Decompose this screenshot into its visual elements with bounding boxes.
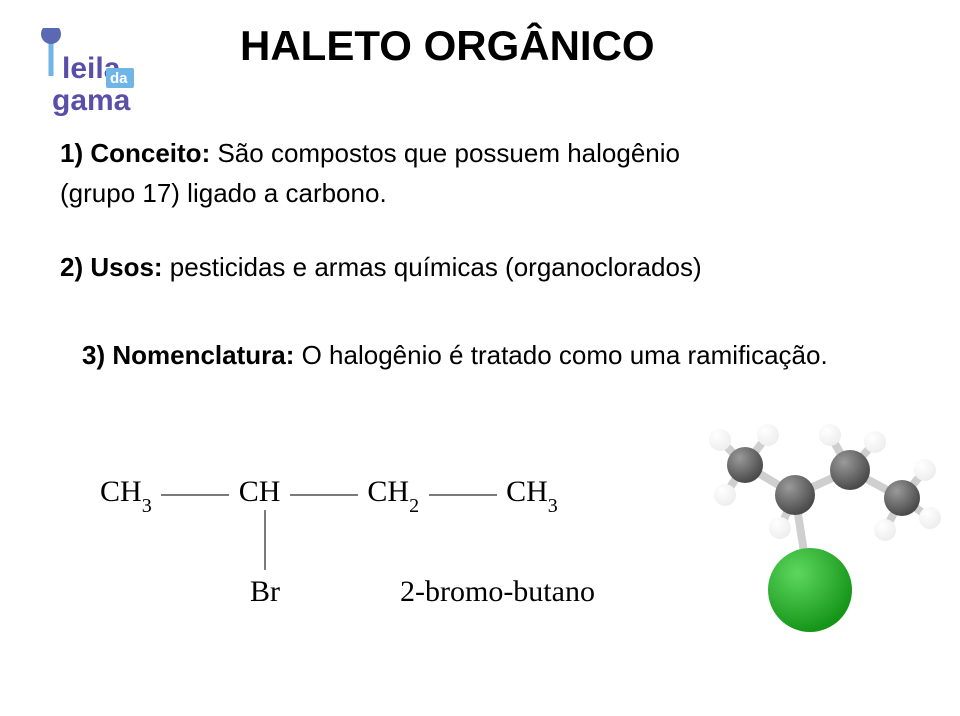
halogen-atom [768,548,852,632]
hydrogen-atom [914,459,936,481]
brand-logo: leila da gama [28,28,148,128]
usos-text: pesticidas e armas químicas (organoclora… [163,252,702,282]
substituent-br: Br [250,575,280,609]
atom-ch3-2: CH3 [506,475,558,514]
usos-label: 2) Usos: [60,252,163,282]
carbon-atom [884,480,920,516]
hydrogen-atom [819,424,841,446]
nomen-text: O halogênio é tratado como uma ramificaç… [294,340,827,370]
hydrogen-atom [864,431,886,453]
compound-name: 2-bromo-butano [400,575,595,609]
bond-2 [290,494,358,496]
hydrogen-atom [757,424,779,446]
carbon-atom [775,475,815,515]
atom-ch2: CH2 [367,475,419,514]
section-conceito-line2: (grupo 17) ligado a carbono. [60,178,387,209]
logo-icon: leila da gama [28,28,158,123]
molecule-3d [680,400,960,680]
bond-1 [161,494,229,496]
bond-3 [429,494,497,496]
section-conceito-line1: 1) Conceito: São compostos que possuem h… [60,138,680,169]
structural-formula: CH3 CH CH2 CH3 [100,475,558,514]
hydrogen-atom [769,517,791,539]
atom-ch: CH [239,475,281,514]
carbon-atom [727,447,763,483]
hydrogen-atom [709,429,731,451]
conceito-label: 1) Conceito: [60,138,210,168]
atom-ch3-1: CH3 [100,475,152,514]
carbon-atom [830,450,870,490]
section-usos: 2) Usos: pesticidas e armas químicas (or… [60,252,702,283]
hydrogen-atom [714,484,736,506]
section-nomenclatura: 3) Nomenclatura: O halogênio é tratado c… [82,340,828,371]
bond-vertical-br [264,510,266,570]
conceito-text-a: São compostos que possuem halogênio [210,138,680,168]
logo-line2: gama [52,84,131,117]
slide-title: HALETO ORGÂNICO [240,22,655,70]
hydrogen-atom [874,519,896,541]
hydrogen-atom [919,507,941,529]
nomen-label: 3) Nomenclatura: [82,340,294,370]
